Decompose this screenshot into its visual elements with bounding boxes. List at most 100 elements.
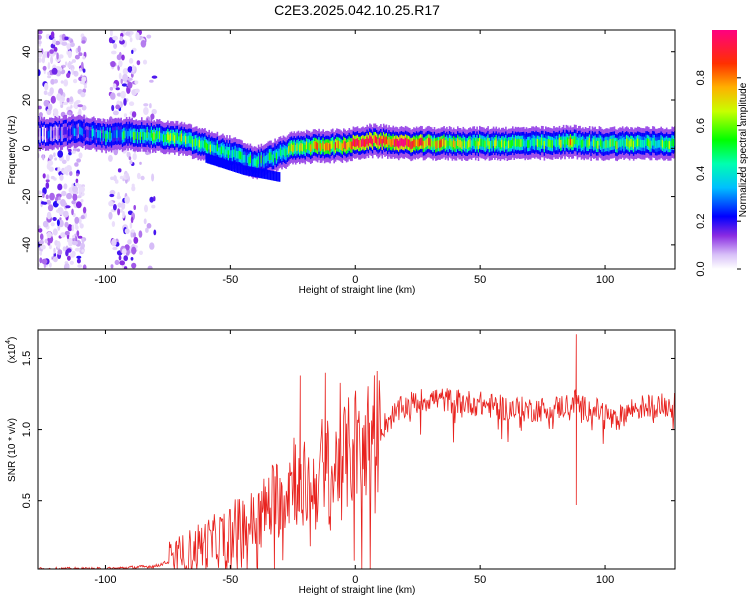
spectrogram-ridge-cell — [562, 136, 565, 145]
spectrogram-ridge-cell — [556, 139, 558, 147]
spectrogram-noise-layer — [38, 30, 158, 269]
spectrogram-ridge-cell — [209, 154, 212, 165]
spectrogram-ridge-cell — [446, 138, 448, 147]
spectrogram-ridge-cell — [209, 144, 212, 153]
spectrogram-ridge-cell — [565, 136, 568, 145]
spectrogram-ridge-cell — [584, 138, 587, 147]
spectrogram-ridge-cell — [232, 161, 234, 172]
spectrogram-ridge-cell — [264, 155, 267, 164]
spectrogram-noise-cell — [69, 96, 74, 103]
spectrogram-noise-cell — [63, 183, 68, 190]
spectrogram-ridge-cell — [157, 131, 160, 140]
spectrogram-ridge-cell — [182, 136, 184, 144]
spectrogram-ridge-cell — [285, 149, 287, 157]
spectrogram-noise-cell — [67, 50, 73, 59]
snr-series-line — [38, 334, 675, 569]
spectrogram-ridge-cell — [656, 140, 658, 149]
spectrogram-ridge-cell — [183, 134, 186, 142]
spectrogram-noise-cell — [143, 218, 147, 225]
spectrogram-noise-cell — [117, 202, 122, 208]
spectrogram-ridge-cell — [327, 142, 330, 151]
snr-x-tick-label: -50 — [222, 574, 238, 586]
spectrogram-ridge-cell — [551, 140, 554, 148]
spectrogram-noise-cell — [72, 193, 78, 201]
spectrogram-ridge-cell — [307, 142, 309, 151]
spectrogram-ridge-cell — [381, 139, 384, 147]
spectrogram-ridge-cell — [354, 139, 356, 147]
spectrogram-ridge-cell — [123, 131, 125, 139]
spectrogram-x-tick-label: 0 — [352, 274, 358, 286]
spectrogram-ridge-cell — [88, 130, 91, 139]
spectrogram-noise-cell — [77, 195, 82, 199]
spectrogram-noise-cell — [72, 185, 79, 193]
snr-x-tick-label: 50 — [474, 574, 486, 586]
spectrogram-noise-cell — [76, 255, 82, 259]
spectrogram-ridge-cell — [222, 145, 224, 154]
spectrogram-noise-cell — [50, 95, 56, 104]
spectrogram-noise-cell — [38, 30, 43, 35]
snr-series-layer — [38, 334, 675, 569]
spectrogram-noise-cell — [131, 262, 137, 269]
spectrogram-noise-cell — [53, 46, 58, 53]
spectrogram-ridge-cell — [260, 155, 263, 164]
spectrogram-noise-cell — [151, 75, 158, 79]
spectrogram-ridge-cell — [226, 159, 228, 170]
spectrogram-ridge-cell — [219, 147, 221, 155]
spectrogram-noise-cell — [76, 148, 80, 152]
spectrogram-ridge-cell — [437, 140, 440, 148]
spectrogram-ridge-cell — [275, 171, 278, 182]
spectrogram-ridge-cell — [326, 142, 329, 151]
spectrogram-ridge-cell — [299, 144, 301, 153]
spectrogram-noise-cell — [56, 219, 60, 227]
spectrogram-noise-cell — [78, 152, 83, 159]
spectrogram-ridge-cell — [476, 138, 478, 147]
spectrogram-noise-cell — [46, 199, 51, 205]
spectrogram-ridge-cell — [216, 143, 219, 152]
spectrogram-ridge-cell — [535, 137, 537, 146]
spectrogram-ridge-cell — [62, 127, 65, 136]
spectrogram-noise-cell — [132, 64, 135, 73]
spectrogram-ridge-cell — [492, 138, 495, 147]
spectrogram-ridge-cell — [322, 141, 324, 149]
spectrogram-noise-cell — [76, 230, 80, 237]
spectrogram-frame — [37, 29, 676, 270]
snr-frame — [37, 329, 676, 570]
spectrogram-noise-cell — [48, 154, 54, 160]
spectrogram-ridge-cell — [278, 148, 280, 157]
snr-x-axis-label: Height of straight line (km) — [299, 585, 416, 596]
spectrogram-noise-cell — [53, 152, 56, 157]
spectrogram-ridge-cell — [305, 141, 308, 150]
spectrogram-ridge-cell — [479, 137, 481, 146]
spectrogram-ridge-cell — [256, 167, 258, 178]
spectrogram-noise-cell — [79, 67, 83, 72]
spectrogram-ridge-cell — [661, 139, 664, 148]
spectrogram-noise-cell — [49, 87, 54, 95]
spectrogram-ridge-cell — [283, 148, 286, 157]
spectrogram-noise-cell — [43, 99, 50, 107]
spectrogram-ridge-cell — [590, 141, 592, 150]
spectrogram-ridge-cell — [623, 140, 625, 148]
spectrogram-noise-cell — [78, 108, 82, 117]
spectrogram-ridge-cell — [474, 140, 477, 149]
spectrogram-ridge-cell — [196, 138, 198, 146]
spectrogram-noise-cell — [117, 168, 122, 173]
spectrogram-noise-cell — [38, 48, 42, 52]
colorbar-ticks: 0.0 0.2 0.4 0.6 0.8 — [695, 70, 741, 277]
spectrogram-ridge-cell — [594, 138, 596, 147]
spectrogram-noise-cell — [111, 104, 115, 112]
spectrogram-ridge-cell — [546, 139, 548, 147]
spectrogram-noise-cell — [151, 173, 155, 182]
spectrogram-ridge-cell — [130, 130, 132, 139]
spectrogram-ridge-cell — [637, 138, 639, 147]
spectrogram-ridge-cell — [310, 144, 312, 153]
spectrogram-ridge-cell — [266, 169, 269, 180]
spectrogram-ridge-cell — [66, 130, 69, 138]
spectrogram-ridge-cell — [424, 140, 426, 149]
spectrogram-noise-cell — [48, 103, 53, 112]
spectrogram-noise-cell — [62, 246, 66, 252]
spectrogram-ridge-cell — [102, 130, 105, 138]
spectrogram-noise-cell — [139, 161, 142, 165]
spectrogram-ridge-cell — [341, 143, 344, 152]
spectrogram-ridge-cell — [532, 138, 535, 146]
